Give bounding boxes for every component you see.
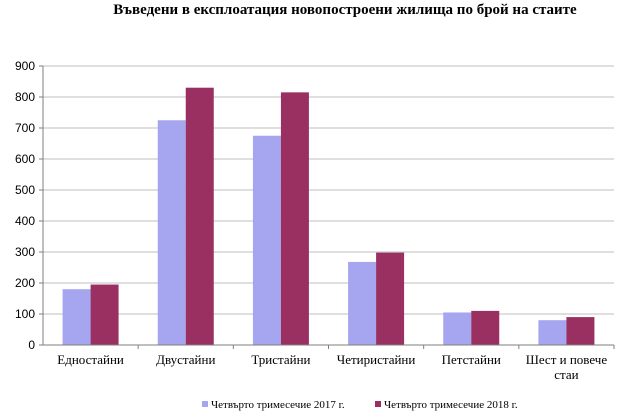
bar-2 [185, 87, 214, 345]
bar-1 [538, 320, 567, 345]
legend-swatch [375, 401, 381, 407]
x-tick-label: Тристайни [251, 352, 310, 367]
legend-swatch [202, 401, 208, 407]
y-tick-label: 500 [15, 183, 35, 197]
bar-2 [280, 92, 309, 345]
bar-1 [157, 120, 186, 345]
y-tick-label: 300 [15, 245, 35, 259]
bars [62, 87, 595, 345]
x-tick-label: Четиристайни [337, 352, 416, 367]
y-tick-label: 400 [15, 214, 35, 228]
gridlines [43, 65, 614, 315]
bar-2 [90, 284, 119, 345]
x-tick-label: стаи [554, 367, 578, 382]
y-tick-label: 900 [15, 59, 35, 73]
bar-1 [348, 261, 377, 345]
legend-label: Четвърто тримесечие 2017 г. [211, 399, 345, 411]
chart-title: Въведени в експлоатация новопостроени жи… [113, 2, 577, 18]
y-tick-label: 700 [15, 121, 35, 135]
legend: Четвърто тримесечие 2017 г. Четвърто трим… [202, 399, 518, 411]
bar-1 [252, 135, 281, 345]
x-tick-label: Едностайни [57, 352, 124, 367]
x-tick-label: Шест и повече [526, 352, 608, 367]
legend-label: Четвърто тримесечие 2018 г. [384, 399, 518, 411]
axes: 0 100 200 300 400 500 600 700 800 900 Едностайни Дв… [15, 59, 615, 382]
y-tick-label: 100 [15, 307, 35, 321]
x-tick-label: Двустайни [156, 352, 215, 367]
x-tick-label: Петстайни [442, 352, 501, 367]
bar-2 [566, 317, 595, 345]
y-tick-label: 0 [28, 338, 35, 352]
y-tick-label: 200 [15, 276, 35, 290]
y-tick-label: 600 [15, 152, 35, 166]
y-tick-label: 800 [15, 90, 35, 104]
bar-1 [62, 289, 91, 345]
bar-2 [376, 252, 405, 345]
bar-1 [443, 312, 472, 345]
bar-2 [471, 310, 500, 345]
